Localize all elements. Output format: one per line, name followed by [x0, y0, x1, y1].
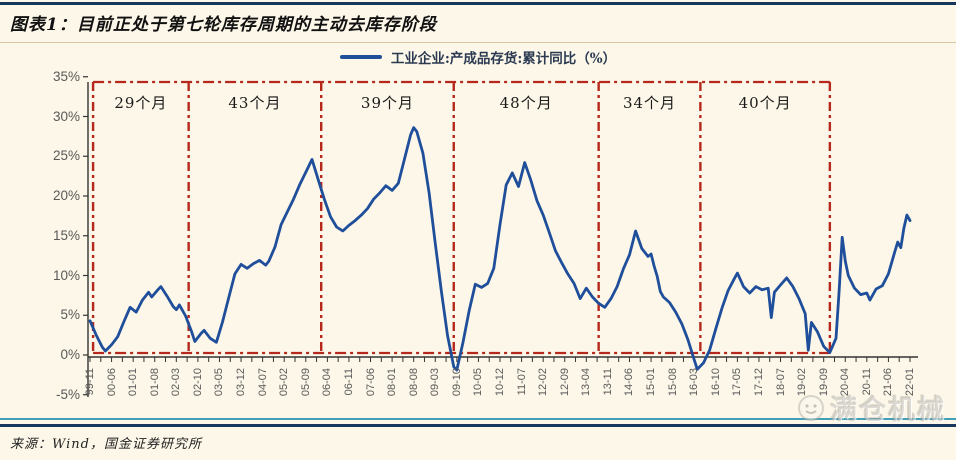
footer-navy-rule [0, 424, 956, 427]
source-note: 来源：Wind，国金证券研究所 [10, 437, 202, 452]
y-axis-label: 15% [52, 227, 80, 243]
x-axis-label: 00-06 [105, 368, 118, 397]
x-axis-label: 01-01 [127, 368, 140, 397]
x-axis-label: 11-07 [515, 368, 528, 396]
x-axis-label: 15-01 [645, 368, 658, 397]
footer-teal-rule [0, 418, 956, 420]
x-axis-label: 19-02 [796, 368, 809, 397]
cycle-duration-label: 40个月 [738, 94, 792, 112]
x-axis-label: 07-06 [364, 368, 377, 397]
x-axis-label: 10-05 [472, 368, 485, 397]
legend: 工业企业:产成品存货:累计同比（%） [0, 48, 956, 67]
x-axis-label: 05-09 [299, 368, 312, 397]
x-axis-label: 20-11 [860, 368, 873, 396]
x-axis-label: 06-04 [321, 368, 334, 397]
x-axis-label: 99-11 [84, 368, 96, 396]
x-axis-label: 15-08 [666, 368, 679, 397]
cycle-duration-label: 29个月 [114, 94, 168, 112]
x-axis-label: 01-08 [148, 368, 161, 397]
x-axis-label: 02-03 [170, 368, 183, 397]
x-axis-label: 16-10 [709, 368, 722, 397]
y-axis-label: 10% [52, 267, 80, 283]
cycle-duration-label: 34个月 [622, 94, 677, 112]
x-axis-label: 03-12 [235, 368, 248, 397]
legend-line-marker-icon [339, 55, 382, 59]
x-axis-label: 13-11 [601, 368, 614, 396]
y-axis-label: 0% [60, 347, 80, 362]
y-axis-label: 35% [52, 68, 80, 84]
x-axis-label: 21-06 [882, 368, 895, 397]
x-axis-label: 22-01 [904, 368, 916, 397]
y-axis-label: 5% [60, 307, 80, 323]
x-axis-label: 19-09 [817, 368, 830, 397]
chart-title: 图表1：目前正处于第七轮库存周期的主动去库存阶段 [10, 15, 437, 35]
x-axis-label: 14-06 [623, 368, 636, 397]
x-axis-label: 09-10 [450, 368, 463, 397]
x-axis-label: 13-04 [580, 368, 593, 397]
x-axis-label: 12-09 [558, 368, 571, 397]
header-top-rule [0, 2, 956, 5]
x-axis-label: 12-02 [537, 368, 550, 397]
cycle-duration-label: 39个月 [360, 94, 415, 112]
x-axis-label: 20-04 [839, 368, 852, 397]
cycle-duration-label: 43个月 [228, 94, 282, 112]
cycle-duration-label: 48个月 [499, 94, 553, 112]
x-axis-label: 04-07 [256, 368, 269, 397]
x-axis-label: 06-11 [342, 368, 355, 396]
legend-label: 工业企业:产成品存货:累计同比（%） [390, 51, 617, 67]
x-axis-label: 05-02 [278, 368, 291, 397]
y-axis-label: 25% [52, 148, 80, 164]
x-axis-label: 08-01 [386, 368, 399, 397]
x-axis-label: 17-05 [731, 368, 744, 397]
inventory-yoy-curve [88, 126, 912, 372]
x-axis-label: 08-08 [407, 368, 420, 397]
x-axis-label: 18-07 [774, 368, 787, 397]
x-axis-label: 02-10 [191, 368, 204, 397]
x-axis-label: 03-05 [213, 368, 226, 397]
x-axis-label: 10-12 [494, 368, 506, 397]
x-axis-label: 09-03 [429, 368, 442, 397]
title-underline [0, 42, 956, 43]
x-axis-label-slot: 22-01 [904, 364, 932, 396]
y-axis-label: -5% [55, 386, 80, 402]
x-axis-label: 17-12 [752, 368, 765, 397]
x-axis-label: 16-03 [688, 368, 701, 397]
y-axis-label: 30% [52, 108, 80, 124]
y-axis-label: 20% [52, 188, 80, 203]
